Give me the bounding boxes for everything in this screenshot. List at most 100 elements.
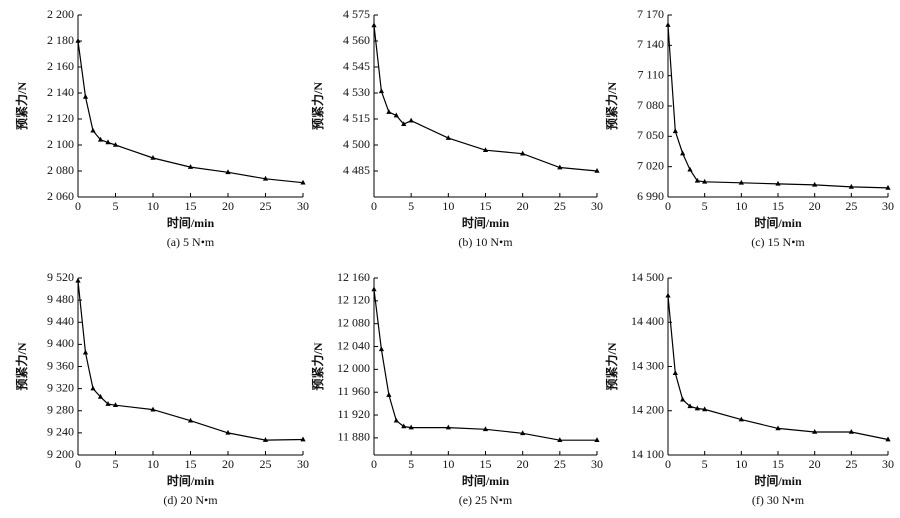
x-tick-label: 5 — [408, 199, 414, 213]
x-tick-label: 0 — [371, 199, 377, 213]
data-point — [557, 437, 563, 442]
x-axis-label: 时间/min — [167, 215, 215, 230]
data-point — [97, 393, 104, 399]
y-tick-label: 2 100 — [47, 137, 74, 151]
data-point — [187, 417, 194, 423]
data-point — [371, 286, 377, 292]
data-point — [687, 166, 693, 172]
x-tick-label: 20 — [517, 199, 529, 213]
y-tick-label: 4 545 — [343, 59, 370, 73]
y-tick-label: 4 485 — [343, 163, 370, 177]
y-tick-label: 4 500 — [343, 137, 370, 151]
data-point — [702, 178, 708, 184]
data-point — [482, 426, 489, 432]
x-tick-label: 25 — [554, 199, 566, 213]
caption: (d) 20 N•m — [163, 493, 218, 507]
y-tick-label: 7 080 — [637, 98, 664, 112]
data-point — [445, 135, 451, 140]
y-tick-label: 11 920 — [337, 407, 370, 421]
data-point — [694, 405, 700, 411]
y-tick-label: 14 300 — [631, 358, 664, 372]
data-point — [680, 150, 686, 156]
data-point — [393, 417, 399, 423]
y-tick-label: 7 140 — [637, 37, 664, 51]
y-tick-label: 9 200 — [47, 447, 74, 461]
y-tick-label: 2 060 — [47, 189, 74, 203]
y-tick-label: 14 200 — [631, 403, 664, 417]
data-point — [378, 346, 385, 352]
x-tick-label: 20 — [809, 199, 821, 213]
data-point — [848, 428, 854, 434]
x-tick-label: 30 — [882, 457, 894, 471]
data-point — [848, 183, 854, 189]
x-tick-label: 10 — [735, 457, 747, 471]
data-point — [82, 93, 89, 99]
y-tick-label: 2 120 — [47, 111, 74, 125]
x-tick-label: 10 — [147, 199, 159, 213]
y-tick-label: 9 480 — [47, 292, 74, 306]
data-point — [520, 150, 526, 156]
caption: (e) 25 N•m — [459, 493, 513, 507]
x-tick-label: 15 — [772, 457, 784, 471]
x-tick-label: 25 — [845, 457, 857, 471]
y-tick-label: 2 080 — [47, 163, 74, 177]
data-point — [112, 142, 119, 147]
x-tick-label: 10 — [147, 457, 159, 471]
y-tick-label: 12 160 — [337, 270, 370, 284]
data-point — [386, 392, 392, 397]
data-point — [225, 169, 231, 175]
x-tick-label: 15 — [185, 199, 197, 213]
x-tick-label: 25 — [554, 457, 566, 471]
x-tick-label: 15 — [480, 199, 492, 213]
data-point — [672, 128, 678, 134]
x-tick-label: 30 — [591, 457, 603, 471]
y-tick-label: 14 500 — [631, 270, 664, 284]
y-tick-label: 9 320 — [47, 380, 74, 394]
y-tick-label: 4 530 — [343, 85, 370, 99]
x-tick-label: 0 — [371, 457, 377, 471]
y-tick-label: 12 040 — [337, 338, 370, 352]
data-point — [90, 127, 96, 133]
y-tick-label: 9 400 — [47, 336, 74, 350]
data-point — [408, 117, 414, 123]
y-tick-label: 9 360 — [47, 358, 74, 372]
x-tick-label: 0 — [665, 457, 671, 471]
data-point — [738, 416, 744, 422]
data-line — [373, 289, 597, 441]
data-point — [401, 121, 407, 126]
y-tick-label: 2 160 — [47, 59, 74, 73]
y-tick-label: 7 050 — [637, 128, 664, 142]
y-tick-label: 11 880 — [337, 430, 370, 444]
data-point — [262, 437, 269, 442]
data-point — [885, 184, 891, 190]
data-point — [594, 437, 600, 442]
y-tick-label: 11 960 — [337, 384, 370, 398]
y-tick-label: 4 575 — [343, 7, 370, 21]
x-tick-label: 25 — [260, 457, 272, 471]
data-line — [667, 295, 889, 441]
data-point — [557, 164, 563, 170]
data-point — [812, 181, 818, 187]
y-tick-label: 14 100 — [631, 447, 664, 461]
y-tick-label: 9 240 — [47, 425, 74, 439]
data-point — [520, 430, 526, 436]
x-axis-label: 时间/min — [754, 473, 802, 488]
data-point — [378, 88, 385, 94]
data-point — [885, 436, 891, 442]
data-line — [667, 25, 889, 189]
subplot: 14 100 14 200 14 300 14 400 14 500 0 5 10 15 20 25… — [604, 270, 894, 507]
data-point — [150, 155, 156, 160]
y-axis-label: 预紧力/N — [604, 342, 619, 390]
y-axis-label: 预紧力/N — [310, 342, 325, 390]
data-point — [187, 164, 194, 169]
x-tick-label: 10 — [735, 199, 747, 213]
data-point — [386, 109, 392, 114]
x-tick-label: 30 — [591, 199, 603, 213]
y-axis-label: 预紧力/N — [14, 82, 29, 130]
data-point — [665, 292, 671, 298]
y-tick-label: 4 560 — [343, 33, 370, 47]
x-tick-label: 20 — [222, 199, 234, 213]
data-point — [775, 425, 781, 431]
data-point — [687, 403, 693, 409]
